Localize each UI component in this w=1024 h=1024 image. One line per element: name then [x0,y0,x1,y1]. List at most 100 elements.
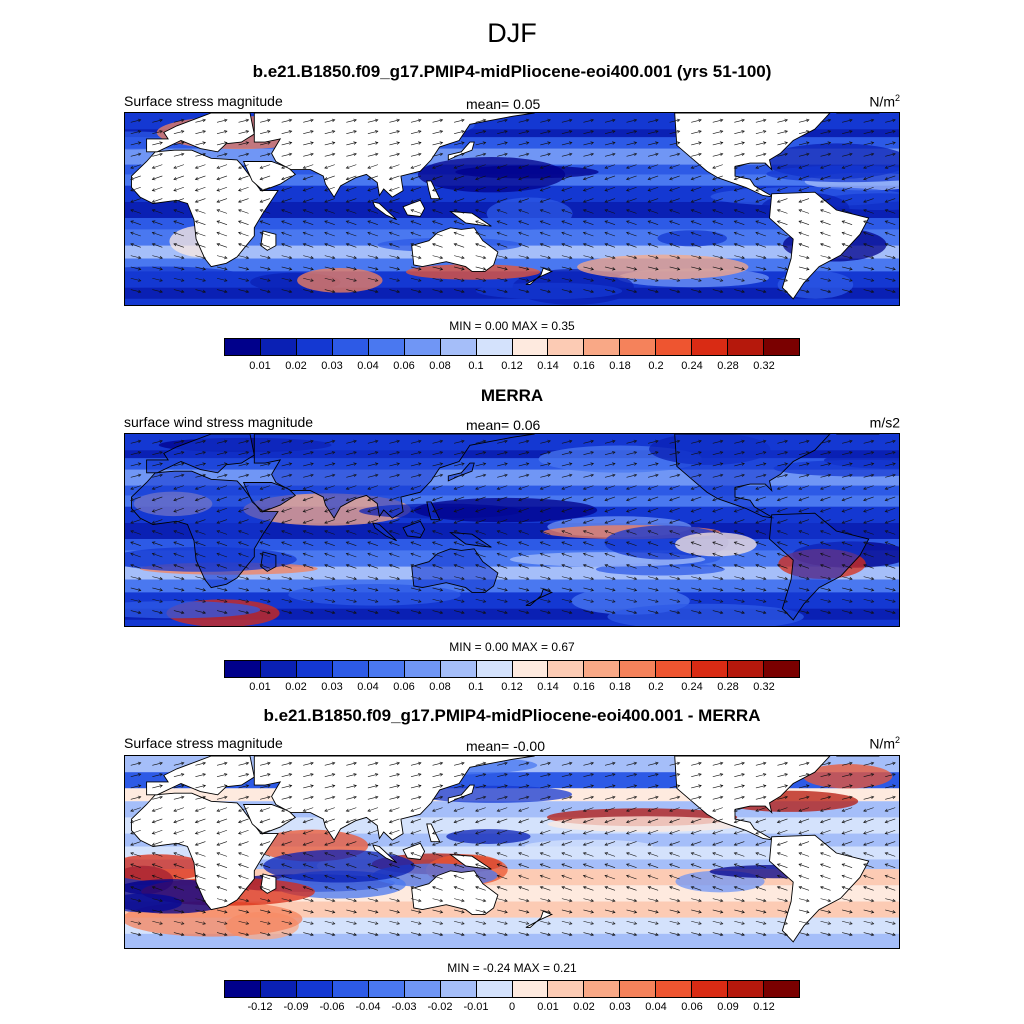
wind-vector-head [612,255,616,260]
wind-vector-head [733,541,738,545]
wind-vector-head [647,530,652,534]
wind-vector-head [669,819,673,824]
wind-vector-head [547,898,551,903]
wind-vector [626,451,637,455]
wind-vector [842,232,853,237]
wind-vector [755,852,766,857]
wind-vector-head [130,486,134,490]
wind-vector [626,232,637,237]
wind-vector-head [475,486,479,490]
wind-vector [583,785,594,789]
wind-vector-head [784,289,789,294]
wind-vector-head [202,761,207,766]
wind-vector [712,463,723,467]
wind-vector-head [432,863,436,867]
wind-vector [604,232,616,237]
wind-vector-head [863,231,867,235]
wind-vector-head [496,886,501,890]
wind-vector-head [137,451,142,455]
wind-vector-head [374,784,379,788]
wind-vector [604,863,616,868]
wind-vector [518,829,529,835]
wind-vector [755,875,766,880]
wind-vector-head [762,473,767,478]
wind-vector-head [719,118,724,123]
wind-vector [152,898,163,902]
wind-vector [648,243,659,248]
wind-vector-head [741,932,745,937]
wind-vector-head [590,795,595,800]
wind-vector [604,243,616,248]
wind-vector [734,232,745,237]
wind-vector [454,266,465,270]
wind-vector [691,186,702,192]
wind-vector-head [798,486,803,490]
wind-vector-head [324,852,328,856]
wind-vector [281,564,292,569]
wind-vector-head [612,152,616,157]
wind-vector-head [281,188,285,192]
wind-vector-head [884,497,889,502]
wind-vector [604,852,616,857]
wind-vector-head [396,610,401,615]
wind-vector [626,773,637,777]
wind-vector-head [432,165,436,169]
wind-vector [540,785,551,789]
wind-vector [497,440,508,444]
wind-vector-head [151,831,156,835]
wind-vector [152,209,163,214]
wind-vector [626,564,637,569]
wind-vector-head [784,773,789,777]
wind-vector [691,119,702,123]
wind-vector-head [353,289,357,294]
wind-vector [281,186,292,192]
wind-vector-head [892,784,896,788]
wind-vector [281,576,292,580]
wind-vector [583,440,594,444]
wind-vector [389,119,400,123]
colorbar-swatch [584,661,621,677]
wind-vector-head [647,520,652,524]
wind-vector-head [202,141,207,145]
wind-vector [626,530,637,535]
wind-vector-head [202,451,207,455]
wind-vector-head [741,784,745,788]
wind-vector [238,220,249,225]
wind-vector [410,796,422,800]
wind-vector [410,142,422,146]
wind-vector-head [267,152,271,157]
wind-vector-head [482,588,487,592]
wind-vector [389,541,400,546]
wind-vector [324,289,335,293]
wind-vector-head [798,176,803,181]
wind-vector-head [863,842,867,846]
wind-vector [346,598,357,603]
wind-vector [389,220,400,225]
wind-vector [260,564,271,569]
wind-vector-head [180,141,185,145]
wind-vector-head [418,610,422,615]
wind-vector [669,496,680,501]
wind-vector [842,198,853,203]
wind-vector-head [288,130,293,134]
wind-vector-head [582,852,587,856]
wind-vector [454,553,465,558]
contour-band [125,245,899,259]
wind-vector-head [820,209,824,213]
wind-vector [885,198,896,203]
wind-vector-head [655,289,659,294]
wind-vector-head [820,509,824,513]
wind-vector [346,440,357,444]
wind-vector-head [302,509,307,513]
wind-vector [454,598,465,603]
wind-vector-head [762,761,767,766]
wind-vector [260,576,271,580]
wind-vector-head [453,199,458,203]
wind-vector-head [151,220,156,224]
wind-vector [820,198,831,203]
wind-vector-head [432,819,436,824]
wind-vector-head [130,808,134,812]
wind-vector-head [633,152,638,157]
wind-vector [367,164,378,169]
wind-vector [863,841,874,846]
